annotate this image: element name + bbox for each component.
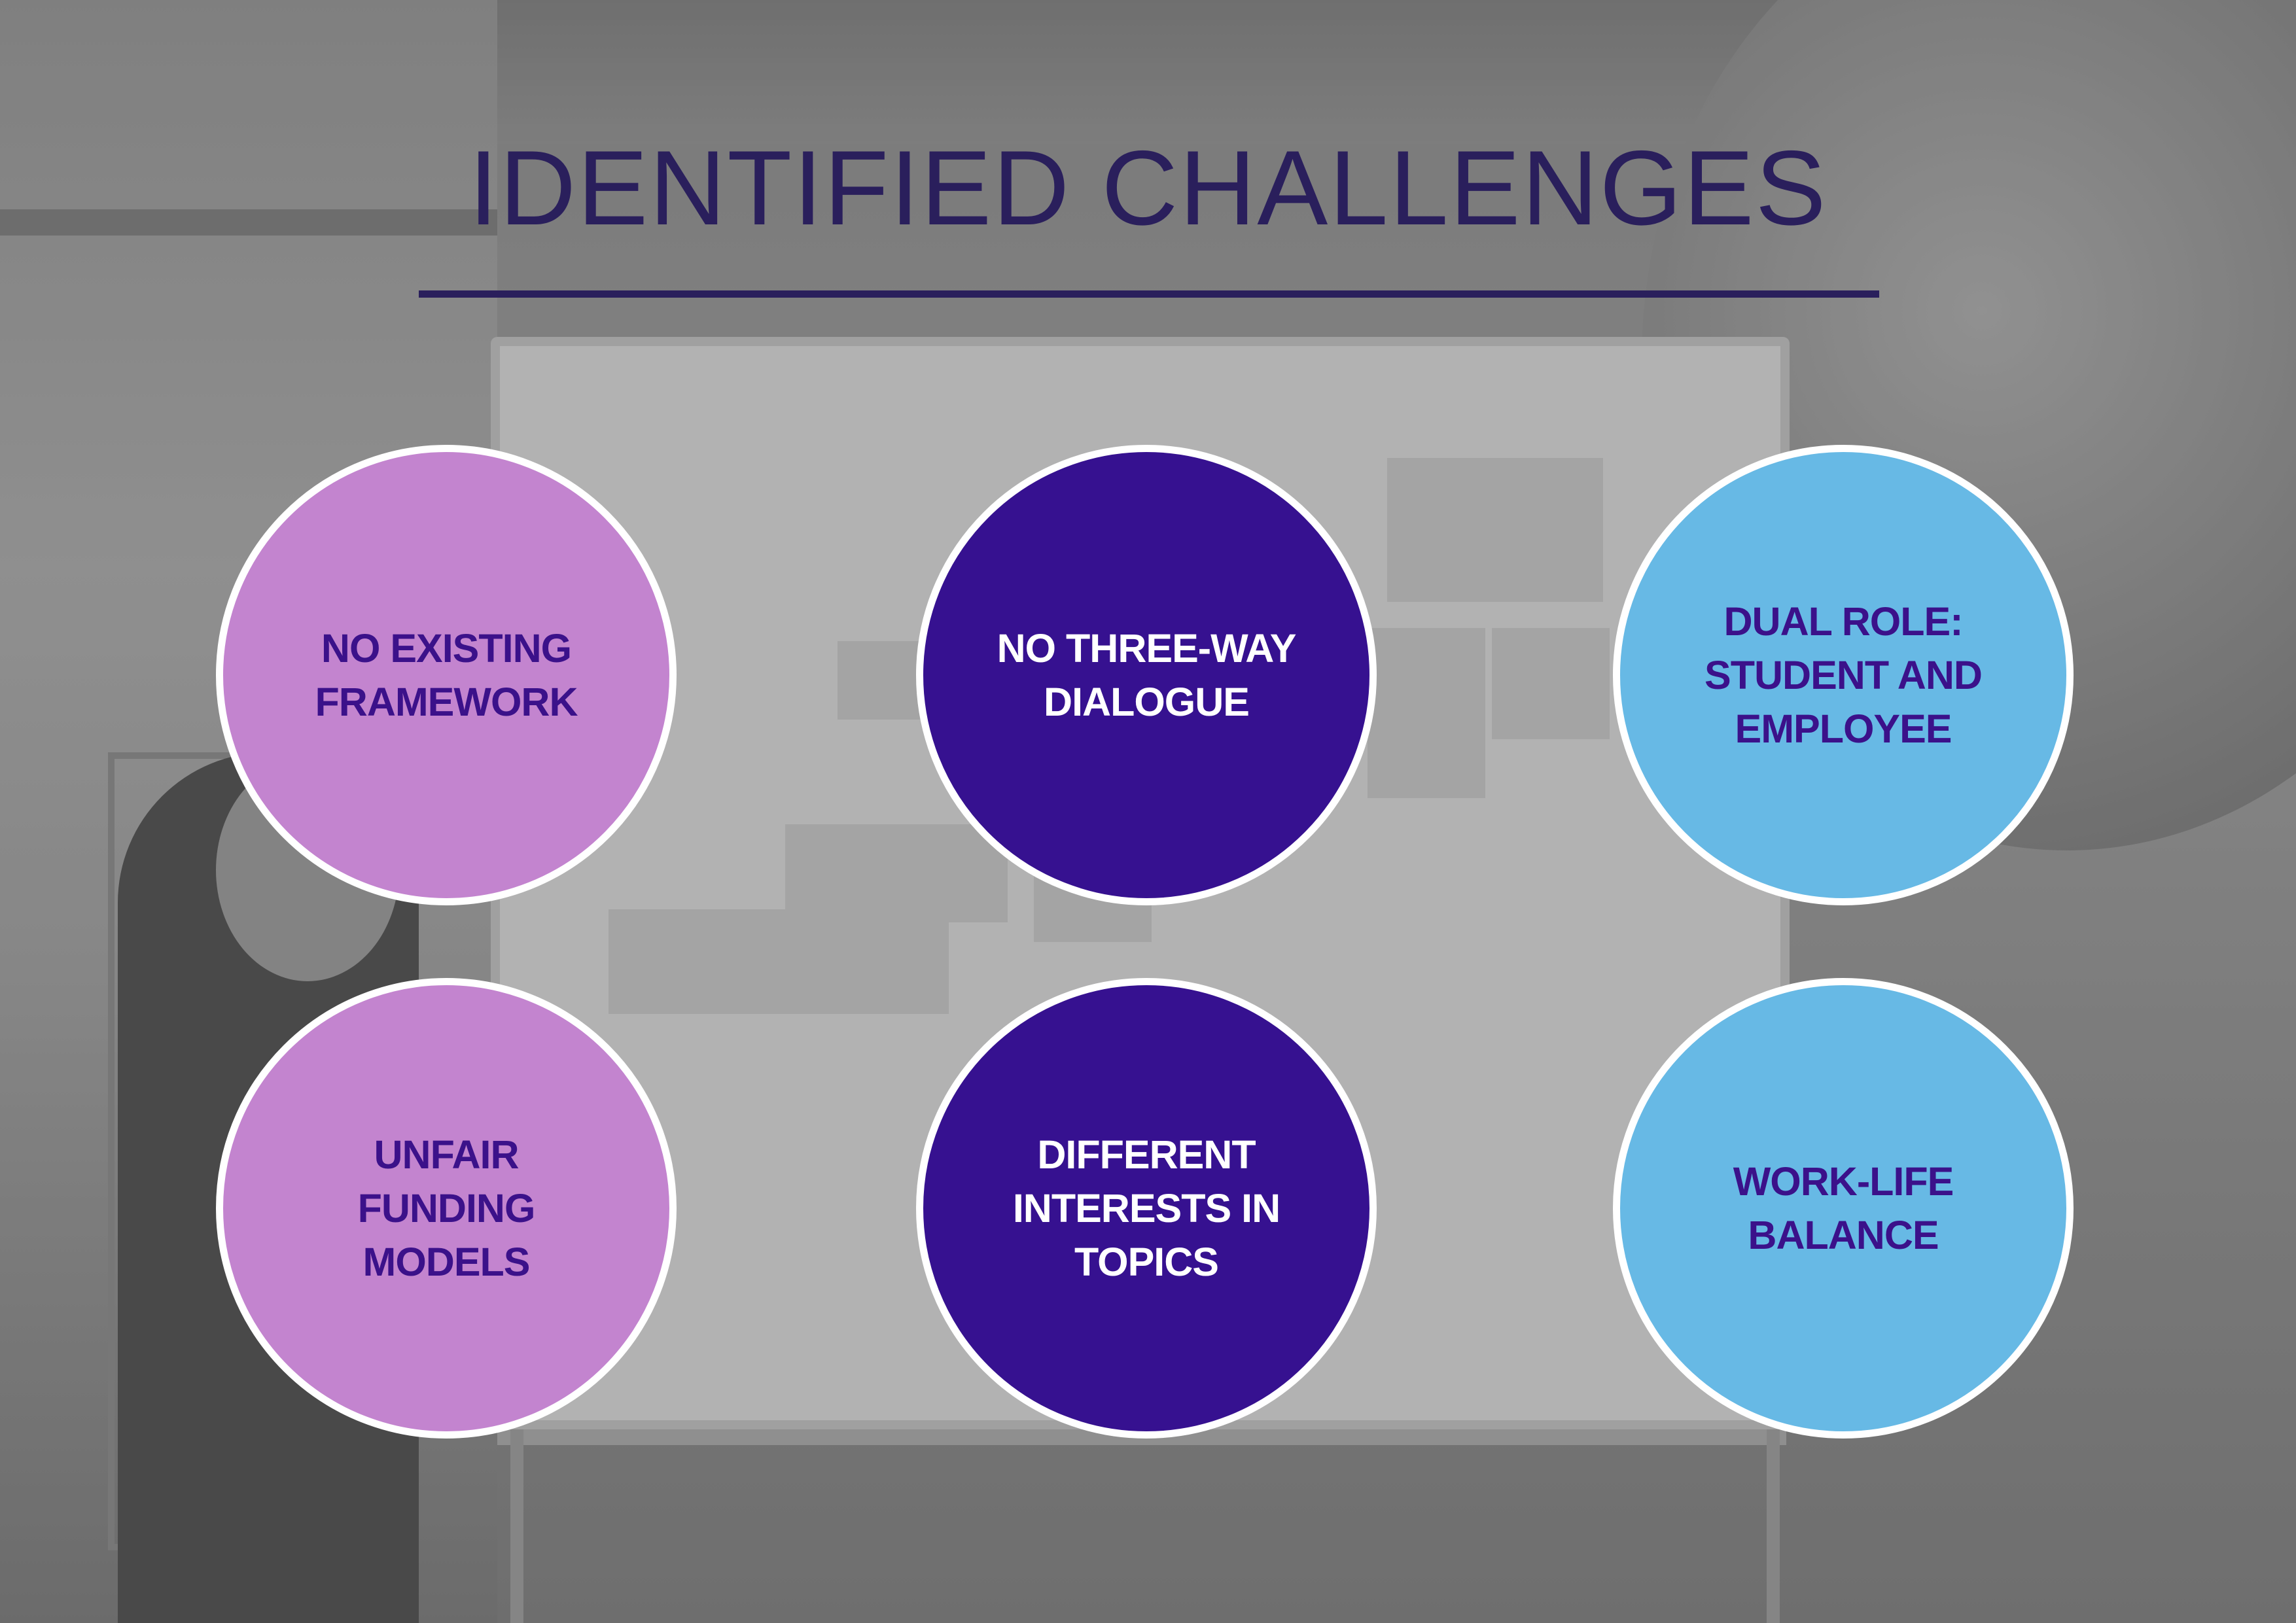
challenge-circle-different-interests: DIFFERENT INTERESTS IN TOPICS xyxy=(916,978,1377,1439)
sticky-note xyxy=(785,824,1008,922)
challenge-label: NO THREE-WAY DIALOGUE xyxy=(997,626,1297,724)
sticky-note xyxy=(1387,458,1603,602)
challenge-circle-no-three-way-dialogue: NO THREE-WAY DIALOGUE xyxy=(916,445,1377,905)
challenge-circle-no-existing-framework: NO EXISTING FRAMEWORK xyxy=(216,445,677,905)
whiteboard-leg xyxy=(1767,1429,1780,1623)
challenge-circle-work-life-balance: WORK-LIFE BALANCE xyxy=(1613,978,2074,1439)
sticky-note xyxy=(1492,628,1610,739)
sticky-note xyxy=(609,909,949,1014)
challenge-circle-unfair-funding-models: UNFAIR FUNDING MODELS xyxy=(216,978,677,1439)
challenge-label: DUAL ROLE: STUDENT AND EMPLOYEE xyxy=(1704,599,1983,751)
whiteboard-leg xyxy=(510,1429,523,1623)
challenge-label: UNFAIR FUNDING MODELS xyxy=(357,1132,536,1284)
shelf xyxy=(0,209,497,236)
page-title: IDENTIFIED CHALLENGES xyxy=(468,129,1828,247)
challenge-label: WORK-LIFE BALANCE xyxy=(1733,1159,1954,1257)
challenge-label: NO EXISTING FRAMEWORK xyxy=(315,626,578,724)
sticky-note xyxy=(1368,628,1485,798)
challenge-label: DIFFERENT INTERESTS IN TOPICS xyxy=(1012,1132,1280,1284)
challenge-circle-dual-role: DUAL ROLE: STUDENT AND EMPLOYEE xyxy=(1613,445,2074,905)
title-underline xyxy=(419,290,1879,298)
